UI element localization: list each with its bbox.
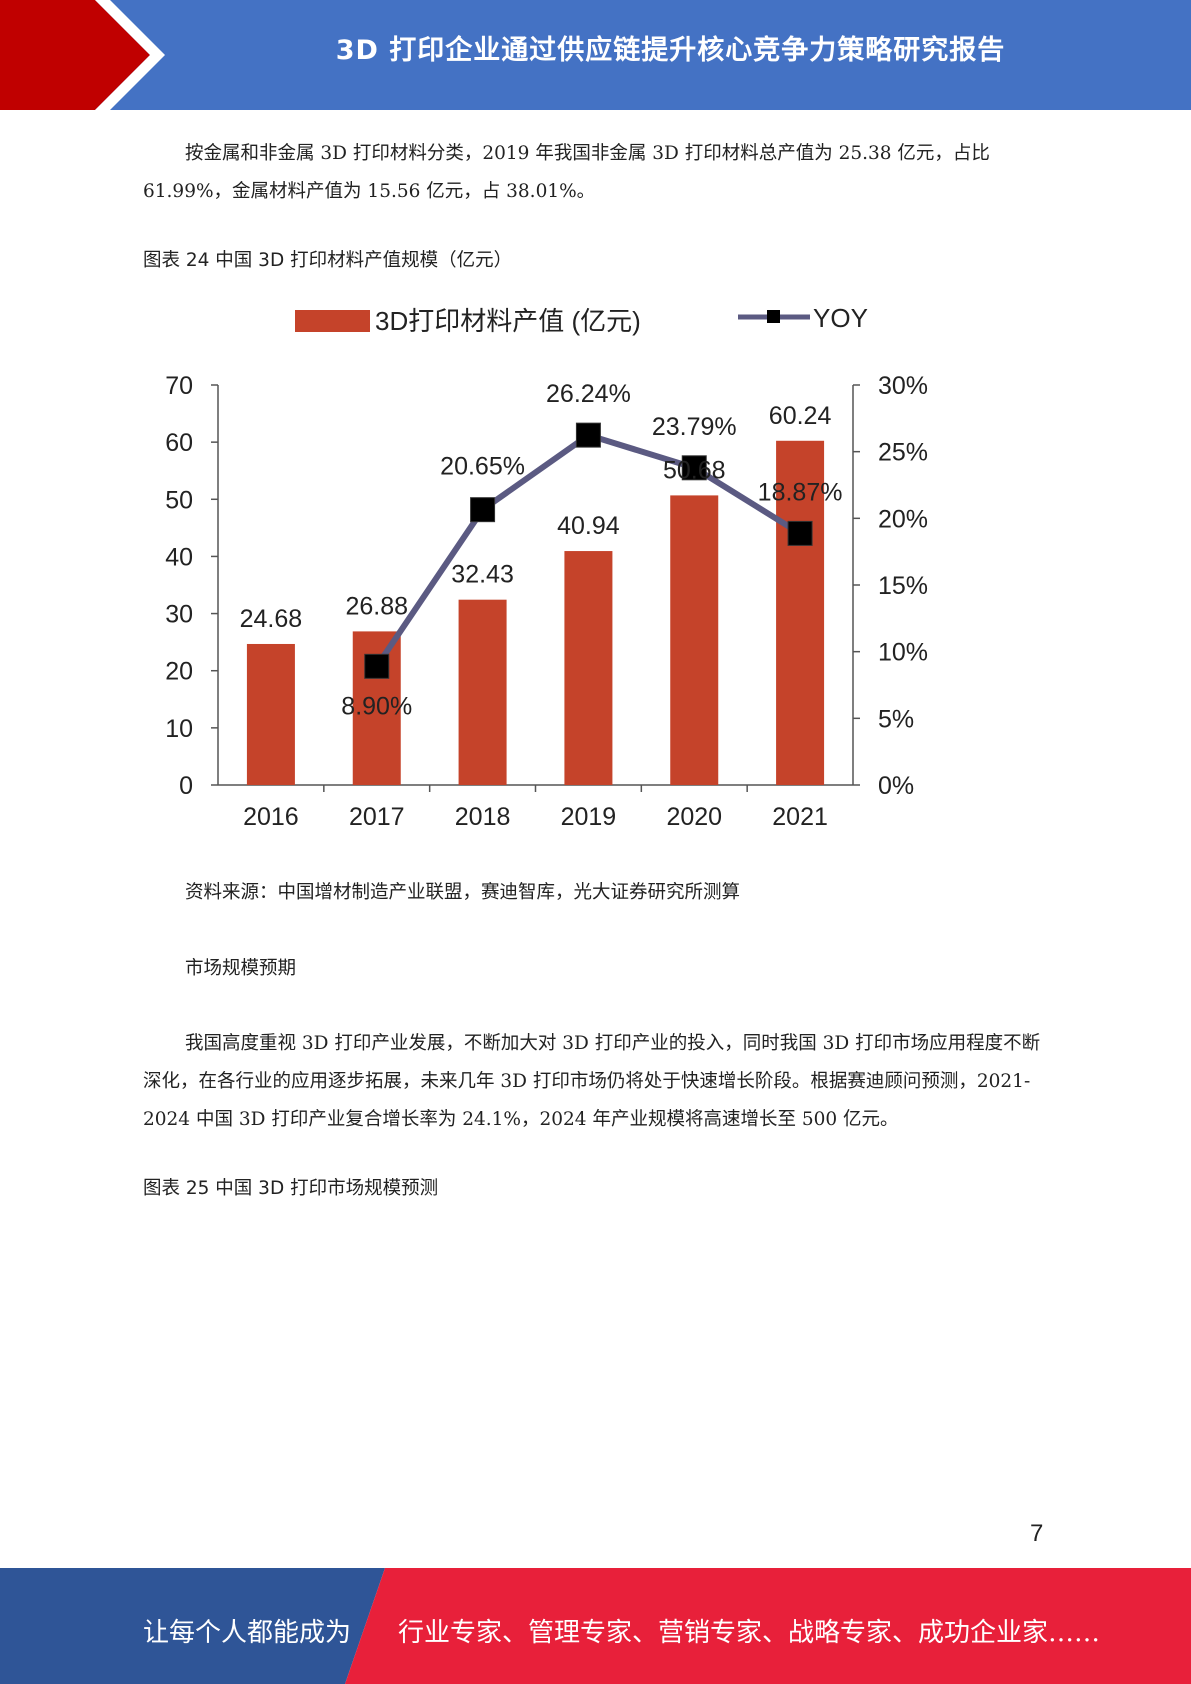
footer-background bbox=[0, 1568, 1191, 1684]
material-output-chart: 3D打印材料产值 (亿元) YOY 0 10 20 30 40 50 60 70 0% 5% 10%… bbox=[165, 303, 928, 831]
report-title: 3D 打印企业通过供应链提升核心竞争力策略研究报告 bbox=[335, 35, 1006, 66]
right-tick-label: 10% bbox=[878, 639, 928, 667]
yoy-value-label: 23.79% bbox=[652, 413, 737, 441]
section-subheading: 市场规模预期 bbox=[185, 958, 297, 979]
bar bbox=[564, 551, 613, 785]
report-footer: 让每个人都能成为 行业专家、管理专家、营销专家、战略专家、成功企业家…… bbox=[0, 1568, 1191, 1684]
chart-axes: 0 10 20 30 40 50 60 70 0% 5% 10% 15% 20% 25% 30% 2016 20… bbox=[165, 372, 928, 831]
footer-slogan-right: 行业专家、管理专家、营销专家、战略专家、成功企业家…… bbox=[398, 1618, 1101, 1648]
yoy-marker bbox=[470, 497, 496, 523]
legend-line-label: YOY bbox=[813, 303, 868, 333]
yoy-marker bbox=[575, 422, 601, 448]
figure-24-caption: 图表 24 中国 3D 打印材料产值规模（亿元） bbox=[143, 250, 513, 271]
legend-line-marker bbox=[767, 310, 780, 323]
bar-value-label: 50.68 bbox=[663, 456, 726, 484]
chart-legend: 3D打印材料产值 (亿元) YOY bbox=[295, 303, 868, 336]
yoy-marker bbox=[364, 653, 390, 679]
figure-25-caption: 图表 25 中国 3D 打印市场规模预测 bbox=[143, 1178, 439, 1199]
left-tick-label: 60 bbox=[165, 429, 193, 457]
yoy-value-label: 8.90% bbox=[341, 692, 412, 720]
bar-value-label: 60.24 bbox=[769, 402, 832, 430]
figure-24-source: 资料来源：中国增材制造产业联盟，赛迪智库，光大证券研究所测算 bbox=[185, 882, 741, 903]
yoy-marker bbox=[787, 520, 813, 546]
x-tick-label: 2021 bbox=[772, 803, 828, 831]
bar bbox=[670, 495, 719, 785]
footer-slogan-left: 让每个人都能成为 bbox=[143, 1618, 352, 1648]
x-tick-label: 2018 bbox=[455, 803, 511, 831]
x-tick-label: 2020 bbox=[666, 803, 722, 831]
x-tick-label: 2017 bbox=[349, 803, 405, 831]
x-tick-label: 2019 bbox=[561, 803, 617, 831]
bar-value-label: 32.43 bbox=[451, 561, 514, 589]
left-tick-label: 30 bbox=[165, 601, 193, 629]
bar bbox=[776, 440, 825, 785]
left-tick-label: 10 bbox=[165, 715, 193, 743]
yoy-value-label: 26.24% bbox=[546, 380, 631, 408]
chart-yoy-line bbox=[364, 422, 813, 679]
bar-value-label: 26.88 bbox=[345, 592, 408, 620]
bar-value-label: 24.68 bbox=[240, 605, 303, 633]
right-tick-label: 0% bbox=[878, 772, 914, 800]
right-tick-label: 15% bbox=[878, 572, 928, 600]
yoy-marker bbox=[681, 455, 707, 481]
bar-value-label: 40.94 bbox=[557, 512, 620, 540]
header-arrow-decoration bbox=[0, 0, 165, 110]
left-tick-label: 0 bbox=[179, 772, 193, 800]
right-tick-label: 20% bbox=[878, 505, 928, 533]
left-tick-label: 40 bbox=[165, 543, 193, 571]
market-paragraph: 我国高度重视 3D 打印产业发展，不断加大对 3D 打印产业的投入，同时我国 3… bbox=[143, 1033, 1041, 1130]
page-number: 7 bbox=[1030, 1520, 1044, 1547]
x-tick-label: 2016 bbox=[243, 803, 299, 831]
legend-bar-label: 3D打印材料产值 (亿元) bbox=[375, 306, 641, 336]
yoy-value-label: 18.87% bbox=[758, 478, 843, 506]
right-tick-label: 30% bbox=[878, 372, 928, 400]
right-tick-label: 5% bbox=[878, 705, 914, 733]
chart-bars bbox=[246, 440, 825, 785]
right-tick-label: 25% bbox=[878, 439, 928, 467]
left-tick-label: 50 bbox=[165, 486, 193, 514]
chart-data-labels: 24.68 26.88 32.43 40.94 50.68 60.24 8.90% 20.65… bbox=[240, 380, 843, 720]
left-tick-label: 20 bbox=[165, 658, 193, 686]
legend-bar-swatch bbox=[295, 310, 370, 332]
report-header: 3D 打印企业通过供应链提升核心竞争力策略研究报告 bbox=[0, 0, 1191, 110]
bar bbox=[246, 643, 295, 785]
bar bbox=[458, 599, 507, 785]
intro-paragraph: 按金属和非金属 3D 打印材料分类，2019 年我国非金属 3D 打印材料总产值… bbox=[143, 143, 990, 202]
left-tick-label: 70 bbox=[165, 372, 193, 400]
yoy-value-label: 20.65% bbox=[440, 453, 525, 481]
